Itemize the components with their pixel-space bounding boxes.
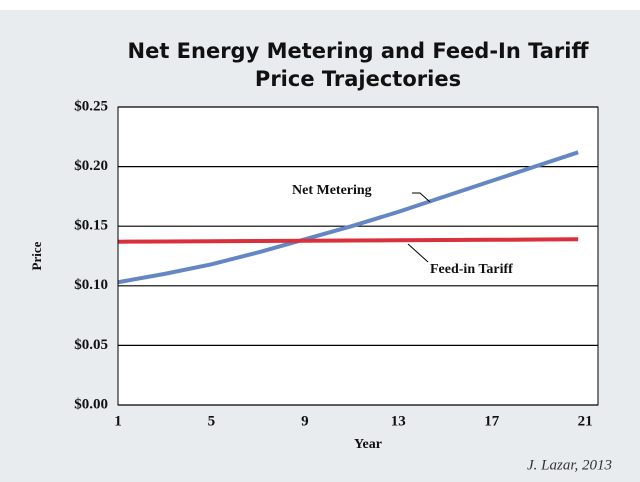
x-tick-label: 17 [484, 413, 500, 429]
series-line [117, 150, 579, 285]
x-tick-label: 13 [391, 413, 406, 429]
y-tick-label: $0.25 [74, 98, 108, 114]
leader-line [412, 192, 431, 203]
y-tick-label: $0.20 [74, 158, 108, 174]
x-tick-label: 21 [578, 413, 593, 429]
y-tick-label: $0.15 [74, 218, 108, 234]
plot-area [118, 107, 598, 405]
x-axis-label: Year [354, 437, 382, 452]
y-axis-label: Price [29, 241, 44, 270]
plot-frame [117, 106, 599, 406]
leader-line [407, 243, 429, 263]
series-line [117, 237, 579, 244]
x-tick-label: 9 [301, 413, 309, 429]
annotation: Feed-in Tariff [430, 262, 513, 277]
annotation: Net Metering [292, 183, 372, 198]
y-tick-label: $0.05 [74, 337, 108, 353]
y-tick-label: $0.10 [74, 277, 108, 293]
y-tick-label: $0.00 [74, 396, 108, 412]
chart-title: Price Trajectories [255, 67, 461, 91]
source: J. Lazar, 2013 [527, 457, 612, 473]
x-tick-label: 1 [114, 413, 122, 429]
chart-title: Net Energy Metering and Feed-In Tariff [128, 39, 590, 63]
x-tick-label: 5 [208, 413, 216, 429]
